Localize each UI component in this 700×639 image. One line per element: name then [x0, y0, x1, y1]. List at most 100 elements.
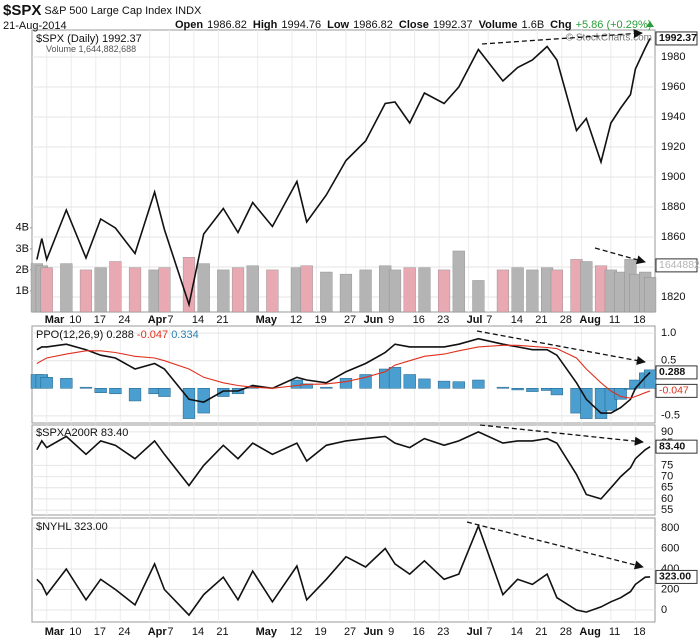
volume-bar — [452, 250, 465, 313]
x-tick-label: 14 — [192, 626, 204, 638]
volume-bar — [128, 267, 142, 313]
x-tick-label: Apr — [148, 626, 168, 638]
legend-name: $SPXA200R — [36, 427, 98, 439]
histogram-bar — [580, 388, 593, 419]
histogram-bar — [550, 388, 564, 396]
x-tick-label: 11 — [609, 626, 620, 638]
trend-arrow — [466, 521, 644, 570]
y-tick-label: 1920 — [661, 141, 685, 153]
x-tick-label: 9 — [388, 626, 394, 638]
x-tick-label: 19 — [315, 314, 327, 326]
x-tick-label: 14 — [511, 314, 523, 326]
volume-bar — [388, 269, 402, 313]
y2-tick-label: 2B — [16, 264, 29, 276]
volume-bar — [644, 277, 657, 313]
histogram-bar — [158, 388, 171, 397]
y2-tick-label: 3B — [16, 243, 29, 255]
field-value: 1994.76 — [281, 19, 321, 31]
histogram-bar — [437, 380, 451, 389]
volume-bar — [94, 267, 107, 313]
x-tick-label: Aug — [579, 314, 600, 326]
x-tick-label: 16 — [413, 314, 425, 326]
volume-bar — [496, 269, 510, 313]
field-value: 1986.82 — [207, 19, 247, 31]
y-tick-label: 1860 — [661, 231, 685, 243]
field-value: +5.86 (+0.29%) — [576, 19, 652, 31]
value-box — [655, 258, 698, 273]
series-line — [36, 337, 651, 414]
date: 21-Aug-2014 — [3, 20, 67, 32]
volume-bar — [217, 269, 230, 313]
histogram-bar — [403, 374, 416, 389]
ohlc-fields: Open 1986.82 High 1994.76 Low 1986.82 Close 199… — [175, 19, 651, 31]
trend-arrow — [476, 330, 646, 365]
legend-value: 1992.37 — [102, 33, 142, 45]
value-box-label: 323.00 — [659, 571, 691, 583]
histogram-bar — [217, 388, 230, 397]
x-tick-label: 17 — [94, 314, 106, 326]
x-tick-label: 21 — [535, 314, 547, 326]
volume-bar — [158, 267, 171, 313]
ppo-legend: PPO(12,26,9) 0.288 -0.047 0.334 — [36, 329, 199, 341]
x-tick-label: 21 — [535, 626, 547, 638]
legend-name: PPO(12,26,9) — [36, 329, 103, 341]
x-tick-label: 24 — [118, 314, 130, 326]
histogram-bar — [128, 388, 142, 402]
volume-bar — [580, 261, 593, 313]
y-tick-label: 1960 — [661, 81, 685, 93]
x-tick-label: 27 — [344, 626, 356, 638]
histogram-bar — [388, 367, 402, 389]
histogram-bar — [359, 374, 372, 389]
y2-tick-label: 1B — [16, 285, 29, 297]
value-box-label: 83.40 — [659, 440, 685, 452]
value-box — [655, 439, 698, 454]
histogram-bar — [60, 378, 73, 389]
y-tick-label: 70 — [661, 470, 673, 482]
legend-name: $NYHL — [36, 521, 71, 533]
legend-value: 0.288 — [106, 329, 134, 341]
y-tick-label: 1880 — [661, 201, 685, 213]
x-tick-label: 23 — [437, 626, 449, 638]
field-label: Chg — [550, 19, 571, 31]
volume-bar — [403, 267, 416, 313]
y-tick-label: 800 — [661, 522, 679, 534]
x-tick-label: 18 — [633, 314, 645, 326]
series-line — [36, 38, 651, 308]
x-tick-label: 7 — [486, 626, 492, 638]
x-tick-label: May — [256, 626, 278, 638]
symbol-name: S&P 500 Large Cap Index INDX — [44, 5, 202, 17]
volume-bar — [359, 269, 372, 313]
x-tick-label: 10 — [69, 626, 81, 638]
legend-value: -0.047 — [137, 329, 168, 341]
x-tick-label: Aug — [579, 626, 600, 638]
histogram-bar — [452, 381, 465, 389]
volume-bar — [40, 267, 53, 313]
panel — [31, 29, 656, 313]
y2-tick-label: 4B — [16, 222, 29, 234]
legend-value: 323.00 — [74, 521, 108, 533]
x-tick-label: 17 — [94, 626, 106, 638]
histogram-bar — [320, 386, 333, 389]
x-tick-label: 7 — [167, 314, 173, 326]
volume-bar — [339, 273, 353, 313]
volume-bar — [266, 269, 279, 313]
y-tick-label: 600 — [661, 542, 679, 554]
x-tick-label: Mar — [45, 626, 65, 638]
y-tick-label: 1900 — [661, 171, 685, 183]
x-tick-label: May — [256, 314, 278, 326]
y-tick-label: -0.5 — [661, 410, 680, 422]
x-tick-label: 16 — [413, 626, 425, 638]
volume-bar — [300, 265, 313, 313]
symbol: $SPX — [3, 2, 41, 19]
volume-bar — [320, 271, 333, 313]
histogram-bar — [109, 388, 122, 395]
x-tick-label: 12 — [290, 314, 302, 326]
value-box — [655, 31, 698, 46]
panel — [31, 325, 656, 424]
volume-bar — [231, 267, 245, 313]
y-tick-label: 55 — [661, 504, 673, 516]
y-tick-label: 60 — [661, 493, 673, 505]
volume-bar — [437, 269, 451, 313]
histogram-bar — [182, 388, 196, 419]
field-label: High — [253, 19, 278, 31]
